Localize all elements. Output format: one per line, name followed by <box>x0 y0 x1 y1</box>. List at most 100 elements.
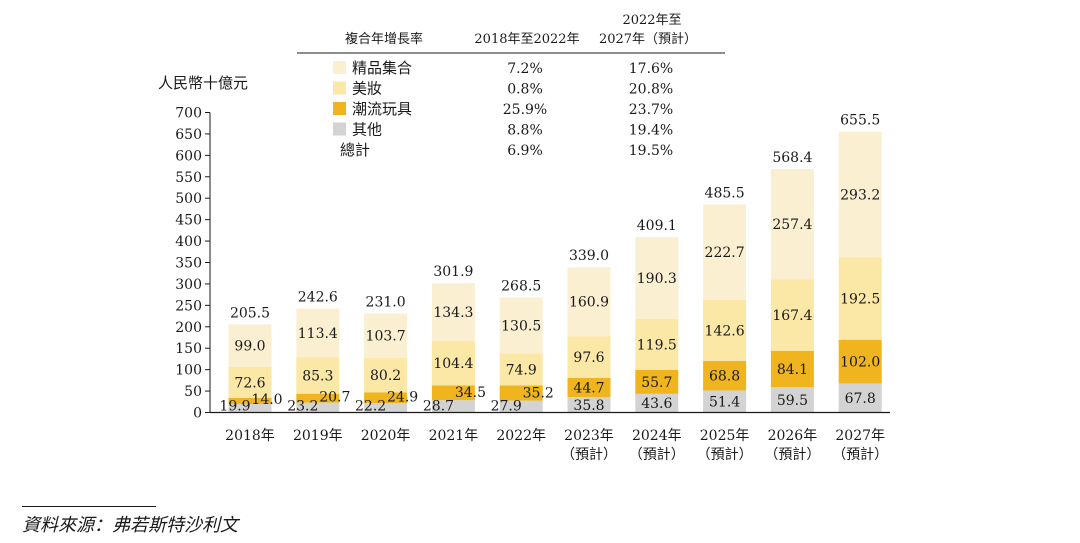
cagr-value-2018-2022: 7.2% <box>507 61 543 77</box>
segment-label-luxury: 113.4 <box>298 326 338 342</box>
x-tick-label: 2022年 <box>496 428 546 444</box>
x-tick-label: 2021年 <box>429 428 479 444</box>
source-note: 資料來源：弗若斯特沙利文 <box>22 515 238 536</box>
bar-segment <box>296 402 340 413</box>
segment-label-other: 59.5 <box>777 393 808 409</box>
segment-label-toy: 14.0 <box>251 392 282 408</box>
legend-swatch <box>333 102 346 115</box>
legend-label: 美妝 <box>352 80 382 98</box>
bar-segment <box>838 339 882 384</box>
cagr-value-2018-2022: 8.8% <box>507 123 543 139</box>
bar-segment <box>364 402 408 413</box>
cagr-value-2018-2022: 0.8% <box>507 82 543 98</box>
y-tick-label: 500 <box>175 191 202 207</box>
bar-segment <box>431 340 475 386</box>
y-tick-label: 400 <box>175 234 202 250</box>
legend-swatch <box>333 61 346 74</box>
bar-total-label: 301.9 <box>433 264 473 280</box>
cagr-value-2018-2022: 6.9% <box>507 143 543 159</box>
bar-segment <box>567 336 611 378</box>
y-axis-label: 人民幣十億元 <box>158 74 248 92</box>
bar-total-label: 568.4 <box>772 150 812 166</box>
x-tick-label: 2020年 <box>361 428 411 444</box>
x-tick-label: 2025年 <box>700 428 750 444</box>
segment-label-toy: 102.0 <box>840 355 880 371</box>
y-tick-label: 0 <box>193 406 202 422</box>
bar-total-label: 485.5 <box>705 185 745 201</box>
segment-label-luxury: 293.2 <box>840 187 880 203</box>
bar-segment <box>499 353 543 386</box>
bar-segment <box>296 393 340 403</box>
segment-label-beauty: 104.4 <box>433 356 473 372</box>
x-tick-sublabel: （預計） <box>832 447 888 463</box>
bar-segment <box>431 400 475 413</box>
bar-segment <box>770 350 814 387</box>
y-tick-label: 350 <box>175 256 202 272</box>
segment-label-other: 28.7 <box>423 399 454 415</box>
source-divider <box>22 506 156 507</box>
legend-swatch <box>333 122 346 136</box>
y-tick-label: 50 <box>184 384 202 400</box>
segment-label-beauty: 72.6 <box>234 375 265 391</box>
bar-segment <box>499 385 543 401</box>
bar-segment <box>567 267 611 337</box>
cagr-col1-header: 2018年至2022年 <box>474 32 579 47</box>
y-tick-label: 650 <box>175 127 202 143</box>
legend-swatch <box>333 81 346 95</box>
cagr-value-2022-2027: 20.8% <box>629 82 673 98</box>
segment-label-luxury: 134.3 <box>433 305 473 321</box>
bar-segment <box>228 324 272 367</box>
bar-segment <box>296 357 340 394</box>
segment-label-other: 67.8 <box>845 391 876 407</box>
bar-total-label: 339.0 <box>569 248 609 264</box>
legend-label: 精品集合 <box>352 59 412 77</box>
segment-label-beauty: 142.6 <box>705 323 745 339</box>
bar-segment <box>567 378 611 398</box>
y-tick-label: 700 <box>175 106 202 122</box>
x-tick-label: 2019年 <box>293 428 343 444</box>
segment-label-luxury: 190.3 <box>637 271 677 287</box>
stacked-bar-chart: 人民幣十億元 0 50 100 150 200 250 300 350 400 450 500 550 6… <box>158 13 890 463</box>
segment-label-other: 23.2 <box>287 399 318 415</box>
bar-total-label: 231.0 <box>366 295 406 311</box>
y-tick-label: 250 <box>175 298 202 314</box>
segment-label-luxury: 160.9 <box>569 295 609 311</box>
segment-label-toy: 68.8 <box>709 369 740 385</box>
x-tick-label: 2027年 <box>835 428 885 444</box>
segment-label-luxury: 103.7 <box>366 329 406 345</box>
bar-segment <box>703 204 747 300</box>
cagr-value-2018-2022: 25.9% <box>503 102 547 118</box>
segment-label-toy: 34.5 <box>455 385 486 401</box>
bar-segment <box>228 366 272 398</box>
segment-label-beauty: 192.5 <box>840 291 880 307</box>
legend-label: 潮流玩具 <box>352 100 412 118</box>
bar-segment <box>703 390 747 413</box>
bar-segment <box>635 237 679 319</box>
y-tick-label: 550 <box>175 170 202 186</box>
bar-segment <box>770 279 814 351</box>
x-tick-label: 2024年 <box>632 428 682 444</box>
bar-segment <box>635 393 679 413</box>
bar-segment <box>228 403 272 413</box>
bar-segment <box>703 360 747 391</box>
bar-segment <box>228 397 272 404</box>
legend-label: 其他 <box>352 121 382 139</box>
segment-label-toy: 84.1 <box>777 362 808 378</box>
bar-total-label: 409.1 <box>637 218 677 234</box>
bar-segment <box>635 318 679 370</box>
x-tick-sublabel: （預計） <box>697 447 753 463</box>
bar-segment <box>364 313 408 358</box>
bar-segment <box>364 357 408 393</box>
segment-label-other: 22.2 <box>355 399 386 415</box>
segment-label-toy: 44.7 <box>573 381 604 397</box>
y-tick-label: 600 <box>175 148 202 164</box>
cagr-value-2022-2027: 17.6% <box>629 61 673 77</box>
y-tick-label: 450 <box>175 213 202 229</box>
bar-segment <box>635 369 679 394</box>
segment-label-beauty: 85.3 <box>302 368 333 384</box>
bar-segment <box>838 257 882 340</box>
bar-segment <box>499 400 543 413</box>
segment-label-toy: 35.2 <box>523 385 554 401</box>
y-tick-label: 300 <box>175 277 202 293</box>
y-tick-label: 200 <box>175 320 202 336</box>
